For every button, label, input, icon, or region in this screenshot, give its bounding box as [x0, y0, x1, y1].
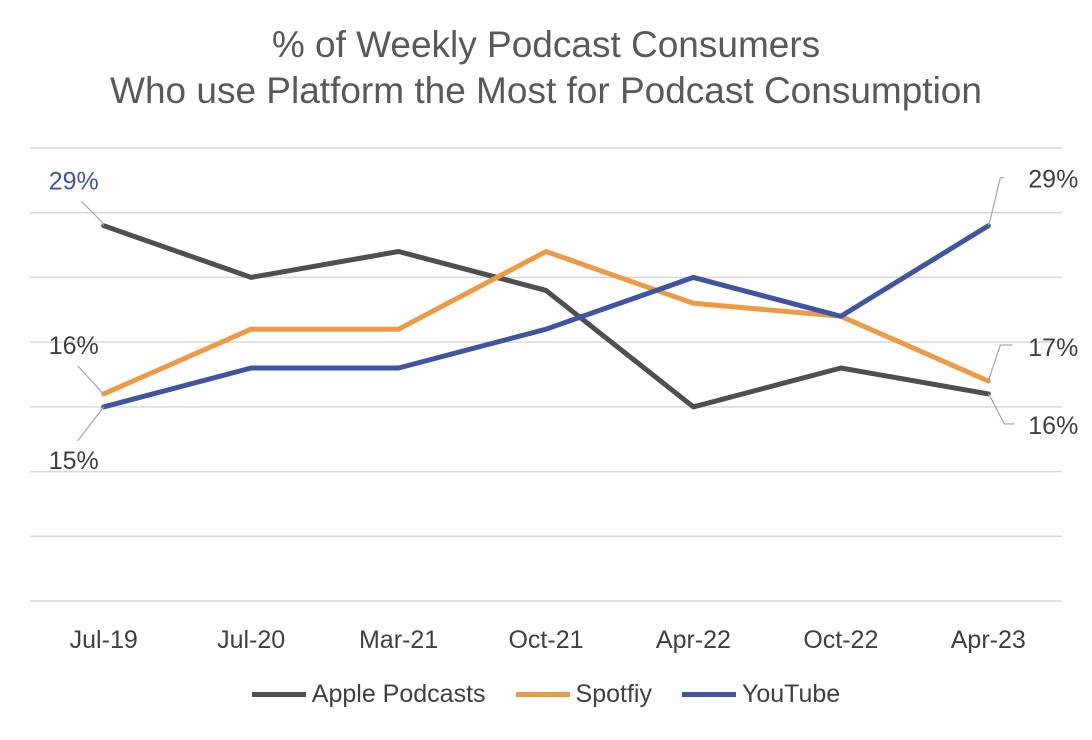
- data-label: 15%: [49, 447, 99, 475]
- data-label-leader: [987, 344, 1013, 382]
- legend-swatch-youtube: [681, 692, 736, 697]
- data-label-leader: [77, 365, 105, 395]
- x-tick-label: Mar-21: [359, 626, 438, 654]
- x-tick-label: Apr-22: [656, 626, 731, 654]
- legend-label-spotify: Spotfiy: [575, 680, 652, 708]
- legend-swatch-spotify: [515, 692, 570, 697]
- data-label: 29%: [49, 168, 99, 196]
- chart-title-line-2: Who use Platform the Most for Podcast Co…: [110, 70, 982, 111]
- legend-label-apple-podcasts: Apple Podcasts: [311, 680, 486, 708]
- series-line-apple-podcasts: [101, 223, 991, 410]
- legend-item-youtube: YouTube: [681, 680, 841, 709]
- data-label-leader: [77, 406, 105, 442]
- data-label: 29%: [1028, 166, 1078, 194]
- legend-item-apple-podcasts: Apple Podcasts: [251, 680, 486, 709]
- data-label: 17%: [1028, 334, 1078, 362]
- x-tick-label: Jul-20: [217, 626, 285, 654]
- legend-item-spotify: Spotfiy: [515, 680, 652, 709]
- x-tick-label: Apr-23: [951, 626, 1026, 654]
- legend-swatch-apple-podcasts: [251, 692, 306, 697]
- series-line-youtube: [101, 223, 991, 410]
- x-tick-label: Oct-22: [803, 626, 878, 654]
- data-label: 16%: [1028, 412, 1078, 440]
- data-label: 16%: [49, 332, 99, 360]
- chart-title: % of Weekly Podcast Consumers Who use Pl…: [0, 22, 1092, 114]
- legend-label-youtube: YouTube: [741, 680, 841, 708]
- legend: Apple Podcasts Spotfiy YouTube: [0, 680, 1092, 709]
- x-tick-label: Jul-19: [70, 626, 138, 654]
- data-label-leader: [987, 393, 1015, 425]
- data-label-leader: [81, 201, 105, 226]
- chart-title-line-1: % of Weekly Podcast Consumers: [271, 24, 821, 65]
- data-label-leader: [987, 177, 1005, 226]
- x-tick-label: Oct-21: [508, 626, 583, 654]
